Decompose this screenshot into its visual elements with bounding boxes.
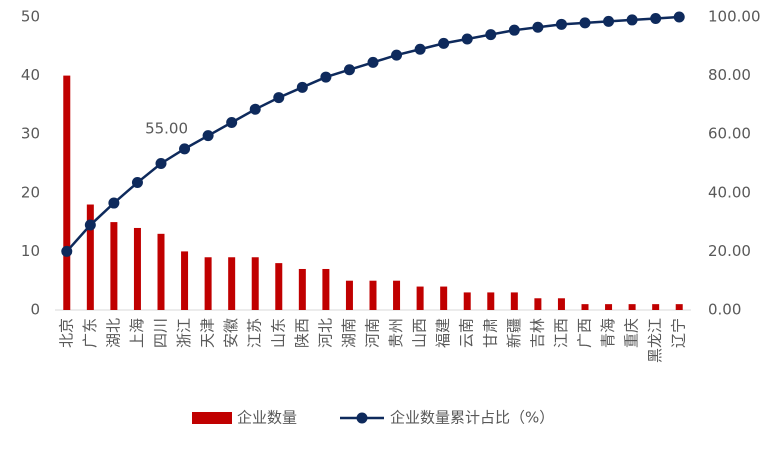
y-tick-label: 30 (21, 125, 40, 143)
line-marker (202, 130, 214, 142)
bar (157, 233, 165, 310)
x-tick-label: 贵州 (387, 318, 405, 348)
x-tick-label: 吉林 (528, 318, 546, 348)
bar (487, 292, 495, 310)
y-tick-label: 0 (30, 301, 40, 319)
y-tick-label: 40 (21, 66, 40, 84)
line-marker (296, 81, 308, 93)
x-tick-label: 新疆 (505, 318, 523, 348)
line-marker (438, 37, 450, 49)
bar (369, 280, 377, 310)
x-tick-label: 河北 (316, 318, 334, 348)
line-marker (249, 103, 261, 115)
bar (675, 304, 683, 310)
bar (534, 298, 542, 310)
bar (463, 292, 471, 310)
line-marker (414, 43, 426, 55)
x-tick-label: 上海 (128, 318, 146, 348)
legend-label: 企业数量 (237, 409, 297, 427)
x-tick-label: 河南 (364, 318, 382, 348)
line-marker (626, 14, 638, 26)
bar (181, 251, 189, 310)
y-tick-label: 50 (21, 8, 40, 26)
x-tick-label: 浙江 (175, 318, 193, 348)
data-label: 55.00 (145, 119, 188, 137)
x-tick-label: 陕西 (293, 318, 311, 348)
line-marker (320, 71, 332, 83)
y-tick-label: 10 (21, 242, 40, 260)
bar (251, 257, 259, 310)
legend-swatch (192, 412, 232, 424)
line-marker (579, 17, 591, 29)
bar (440, 286, 448, 310)
line-marker (508, 24, 520, 36)
bar (133, 227, 141, 310)
legend-label: 企业数量累计占比（%） (390, 409, 554, 427)
line-marker (131, 177, 143, 189)
bar (228, 257, 236, 310)
bar (557, 298, 565, 310)
bar (628, 304, 636, 310)
y2-tick-label: 0.00 (708, 301, 741, 319)
bar (581, 304, 589, 310)
x-tick-label: 安徽 (222, 318, 240, 348)
bar (605, 304, 613, 310)
x-tick-label: 甘肃 (481, 318, 499, 348)
y2-tick-label: 40.00 (708, 183, 751, 201)
x-tick-label: 福建 (434, 318, 452, 348)
legend-swatch-marker (356, 412, 368, 424)
x-tick-label: 重庆 (623, 318, 641, 348)
line-marker (179, 143, 191, 155)
line-marker (485, 29, 497, 41)
line-marker (555, 18, 567, 30)
bar (416, 286, 424, 310)
x-tick-label: 江西 (552, 318, 570, 348)
line-marker (532, 21, 544, 33)
y-tick-label: 20 (21, 183, 40, 201)
bar (63, 75, 71, 310)
x-tick-label: 青海 (599, 318, 617, 348)
bar (275, 263, 283, 310)
bar (652, 304, 660, 310)
bar (298, 268, 306, 310)
x-tick-label: 黑龙江 (646, 318, 664, 363)
x-tick-label: 湖北 (104, 318, 122, 348)
y2-tick-label: 80.00 (708, 66, 751, 84)
line-marker (108, 197, 120, 209)
line-marker (61, 245, 73, 257)
line-marker (673, 11, 685, 23)
line-marker (650, 12, 662, 24)
x-tick-label: 湖南 (340, 318, 358, 348)
x-tick-label: 天津 (199, 318, 217, 348)
x-tick-label: 山东 (269, 318, 287, 348)
line-marker (343, 64, 355, 76)
x-tick-label: 辽宁 (670, 318, 688, 348)
x-tick-label: 广西 (576, 318, 594, 348)
y2-tick-label: 60.00 (708, 125, 751, 143)
line-marker (603, 15, 615, 27)
bar (393, 280, 401, 310)
x-tick-label: 山西 (411, 318, 429, 348)
x-tick-label: 四川 (152, 318, 170, 348)
bar (110, 222, 118, 310)
x-tick-label: 广东 (81, 318, 99, 348)
line-marker (155, 158, 167, 169)
x-tick-label: 江苏 (246, 318, 264, 348)
y2-tick-label: 100.00 (708, 8, 761, 26)
y2-tick-label: 20.00 (708, 242, 751, 260)
line-marker (461, 33, 473, 45)
bar (510, 292, 518, 310)
bar (322, 268, 330, 310)
x-tick-label: 北京 (57, 318, 75, 348)
line-marker (273, 92, 285, 104)
line-marker (367, 56, 379, 68)
line-marker (84, 219, 96, 231)
bar (345, 280, 353, 310)
x-tick-label: 云南 (458, 318, 476, 348)
line-marker (391, 49, 403, 61)
bar (204, 257, 212, 310)
bar (86, 204, 94, 310)
line-marker (226, 116, 238, 128)
